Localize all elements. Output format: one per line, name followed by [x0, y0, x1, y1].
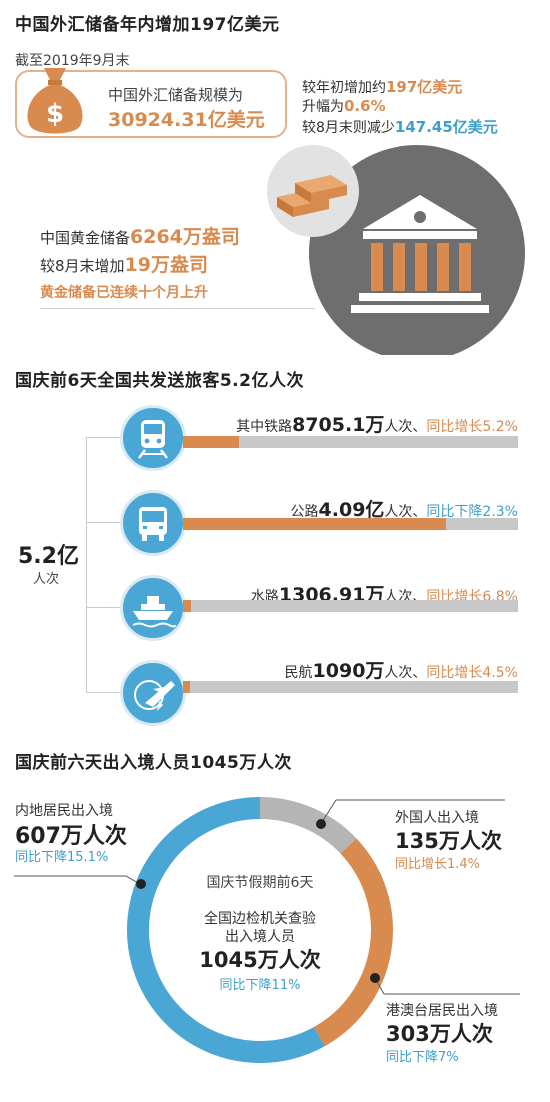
- train-icon: [120, 405, 186, 471]
- gold-reserve-line: 中国黄金储备6264万盎司: [40, 222, 240, 249]
- foreigners-label: 外国人出入境: [395, 810, 479, 826]
- railway-change: 同比增长5.2%: [426, 419, 518, 435]
- ship-icon: [120, 575, 186, 641]
- date-label: 截至2019年9月末: [15, 53, 130, 69]
- mainland-value: 607万人次: [15, 824, 127, 849]
- bus-icon: [120, 490, 186, 556]
- foreigners-segment: [259, 797, 357, 854]
- highway-label: 公路4.09亿人次、同比下降2.3%: [291, 495, 518, 522]
- change-line-2: 升幅为0.6%: [302, 96, 386, 116]
- aviation-prefix: 民航: [284, 665, 313, 681]
- section3-title: 国庆前六天出入境人员1045万人次: [15, 753, 292, 773]
- donut-center-value: 1045万人次: [199, 948, 321, 972]
- bracket-tick-3: [86, 607, 124, 608]
- hmt-segment: [313, 838, 393, 1047]
- highway-bar-track: [183, 518, 518, 530]
- aviation-change: 同比增长4.5%: [426, 665, 518, 681]
- aviation-bar-track: [183, 681, 518, 693]
- highway-change: 同比下降2.3%: [426, 504, 518, 520]
- donut-leader-lines: [14, 799, 520, 995]
- change-line-1: 较年初增加约197亿美元: [302, 76, 462, 97]
- change-line-3-value: 147.45亿美元: [394, 118, 498, 136]
- change-line-1-prefix: 较年初增加约: [302, 80, 386, 96]
- gold-change-value: 19万盎司: [124, 254, 208, 276]
- bracket-tick-4: [86, 692, 124, 693]
- change-line-1-value: 197亿美元: [386, 78, 463, 96]
- dollar-symbol: $: [46, 99, 64, 129]
- foreigners-value: 135万人次: [395, 829, 502, 853]
- donut-center-line-1: 全国边检机关查验: [204, 911, 316, 927]
- donut-center-change: 同比下降11%: [219, 978, 301, 993]
- bracket-tick-2: [86, 522, 124, 523]
- change-line-2-prefix: 升幅为: [302, 99, 344, 115]
- gold-change-line: 较8月末增加19万盎司: [40, 250, 208, 277]
- bank-building-icon: [351, 195, 489, 313]
- change-line-2-value: 0.6%: [344, 97, 386, 115]
- total-passengers-unit: 人次: [33, 572, 60, 587]
- railway-bar-track: [183, 436, 518, 448]
- gold-bank-illustration: [267, 145, 525, 355]
- section1-title: 中国外汇储备年内增加197亿美元: [15, 15, 280, 35]
- airplane-icon: [120, 660, 186, 726]
- money-bag-icon: $: [27, 68, 83, 134]
- bracket-tick-1: [86, 437, 124, 438]
- hmt-value: 303万人次: [386, 1022, 493, 1046]
- hmt-change: 同比下降7%: [386, 1050, 459, 1065]
- gold-reserve-value: 6264万盎司: [130, 226, 240, 248]
- highway-prefix: 公路: [290, 504, 319, 520]
- change-line-3-prefix: 较8月末则减少: [302, 120, 395, 136]
- railway-value: 8705.1万: [292, 414, 385, 436]
- reserve-value: 30924.31亿美元: [108, 109, 265, 131]
- donut-center-title: 国庆节假期前6天: [206, 875, 314, 891]
- change-line-3: 较8月末则减少147.45亿美元: [302, 116, 498, 137]
- gold-note: 黄金储备已连续十个月上升: [40, 285, 208, 301]
- mainland-segment: [127, 797, 325, 1063]
- section2-title: 国庆前6天全国共发送旅客5.2亿人次: [15, 371, 304, 391]
- railway-bar: [183, 436, 240, 448]
- aviation-bar: [183, 681, 191, 693]
- hmt-label: 港澳台居民出入境: [386, 1003, 498, 1019]
- waterway-bar-track: [183, 600, 518, 612]
- gold-bars-icon: [277, 175, 347, 217]
- foreigners-change: 同比增长1.4%: [395, 857, 481, 872]
- aviation-label: 民航1090万人次、同比增长4.5%: [285, 656, 518, 683]
- bracket-vertical: [86, 437, 87, 693]
- mainland-label: 内地居民出入境: [15, 803, 113, 819]
- highway-value: 4.09亿: [318, 499, 385, 521]
- aviation-value: 1090万: [312, 660, 385, 682]
- total-passengers-value: 5.2亿: [18, 544, 79, 569]
- gold-divider: [40, 308, 315, 309]
- reserve-label: 中国外汇储备规模为: [108, 86, 244, 104]
- border-crossing-donut: [127, 797, 393, 1063]
- waterway-bar: [183, 600, 192, 612]
- highway-unit: 人次、: [384, 504, 427, 520]
- donut-center-line-2: 出入境人员: [225, 929, 295, 945]
- gold-change-prefix: 较8月末增加: [40, 257, 125, 275]
- railway-unit: 人次、: [384, 419, 427, 435]
- railway-label: 其中铁路8705.1万人次、同比增长5.2%: [236, 410, 518, 437]
- gold-reserve-prefix: 中国黄金储备: [40, 229, 131, 247]
- highway-bar: [183, 518, 447, 530]
- aviation-unit: 人次、: [384, 665, 427, 681]
- railway-prefix: 其中铁路: [236, 419, 293, 435]
- mainland-change: 同比下降15.1%: [15, 850, 109, 865]
